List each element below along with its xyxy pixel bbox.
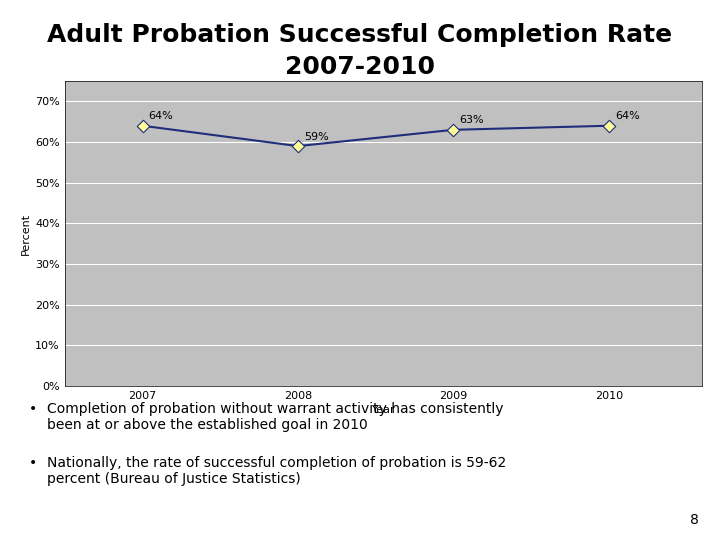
Text: 8: 8 bbox=[690, 512, 698, 526]
Point bbox=[603, 122, 614, 130]
Point bbox=[448, 125, 459, 134]
Text: Nationally, the rate of successful completion of probation is 59-62
percent (Bur: Nationally, the rate of successful compl… bbox=[47, 456, 506, 487]
Text: •: • bbox=[29, 402, 37, 416]
Point bbox=[292, 142, 304, 151]
Text: 2007-2010: 2007-2010 bbox=[285, 56, 435, 79]
Text: 64%: 64% bbox=[615, 111, 639, 122]
Point bbox=[137, 122, 148, 130]
Text: Completion of probation without warrant activity has consistently
been at or abo: Completion of probation without warrant … bbox=[47, 402, 503, 433]
Text: •: • bbox=[29, 456, 37, 470]
Y-axis label: Percent: Percent bbox=[21, 212, 31, 255]
Text: 63%: 63% bbox=[459, 116, 484, 125]
Text: 64%: 64% bbox=[149, 111, 174, 122]
X-axis label: Year: Year bbox=[372, 405, 395, 415]
Text: 59%: 59% bbox=[304, 132, 329, 141]
Text: Adult Probation Successful Completion Rate: Adult Probation Successful Completion Ra… bbox=[48, 23, 672, 47]
